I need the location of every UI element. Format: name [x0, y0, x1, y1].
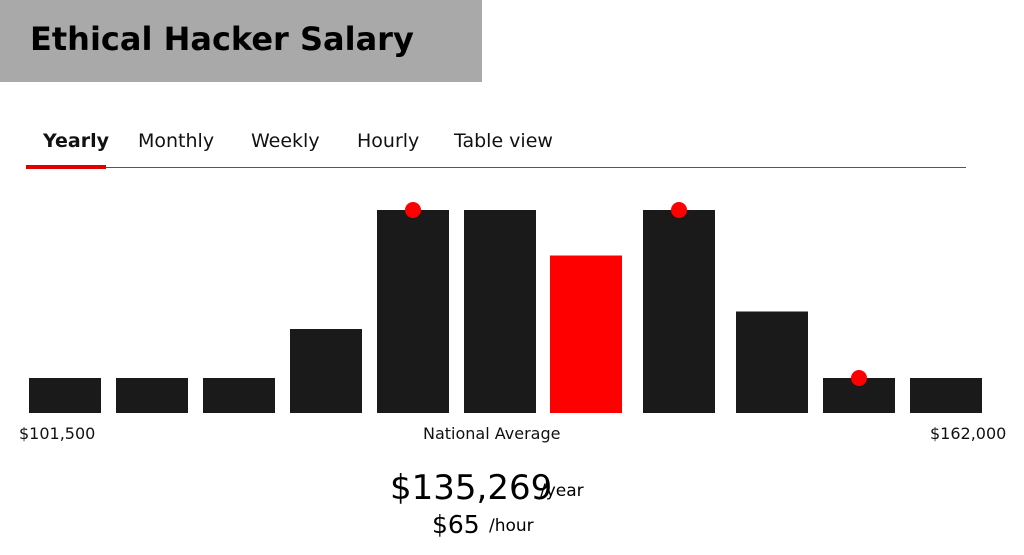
national-average-bar	[550, 255, 622, 413]
bar-marker-dot	[671, 202, 687, 218]
yearly-salary-value: $135,269	[390, 468, 553, 508]
histogram-bar	[736, 311, 808, 413]
tab-hourly[interactable]: Hourly	[357, 130, 420, 152]
salary-histogram	[29, 202, 982, 413]
tab-monthly[interactable]: Monthly	[138, 130, 215, 152]
title-banner: Ethical Hacker Salary	[0, 0, 482, 82]
hourly-salary-value: $65	[432, 510, 480, 539]
histogram-bar	[116, 378, 188, 413]
histogram-bar	[643, 210, 715, 413]
bar-marker-dot	[851, 370, 867, 386]
active-tab-indicator	[26, 165, 106, 169]
tab-table-view[interactable]: Table view	[454, 130, 553, 152]
histogram-bar	[377, 210, 449, 413]
histogram-bar	[290, 329, 362, 413]
hourly-salary-unit: /hour	[489, 516, 534, 536]
x-min-label: $101,500	[19, 424, 96, 443]
histogram-bar	[203, 378, 275, 413]
bar-marker-dot	[405, 202, 421, 218]
tab-yearly[interactable]: Yearly	[43, 130, 109, 152]
tab-weekly[interactable]: Weekly	[251, 130, 320, 152]
yearly-salary-unit: /year	[540, 481, 584, 501]
histogram-bar	[910, 378, 982, 413]
page-title: Ethical Hacker Salary	[30, 20, 414, 58]
histogram-bar	[464, 210, 536, 413]
national-average-label: National Average	[423, 424, 561, 443]
histogram-bar	[29, 378, 101, 413]
tab-divider	[26, 167, 966, 168]
x-max-label: $162,000	[930, 424, 1007, 443]
